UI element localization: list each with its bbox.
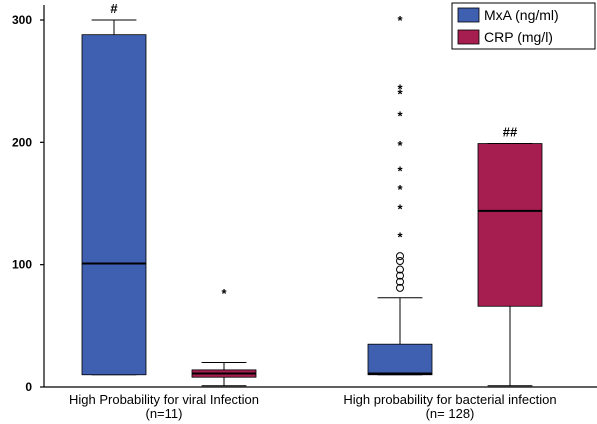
series-0-group-1-outlier-circle-4 (396, 256, 404, 265)
x-category-sub-label-1: (n= 128) (426, 406, 475, 421)
series-0-group-1-outlier-circle-1 (396, 277, 404, 286)
series-0-group-1-outlier-circle-3 (396, 265, 404, 274)
series-0-group-1-outlier-circle-2 (396, 271, 404, 280)
series-0-group-1-outlier-star-7: * (397, 82, 403, 97)
series-1-group-1-box (477, 143, 543, 307)
y-axis-ticks: 0 100 200 300 (12, 13, 44, 394)
series-0-group-0-box (81, 34, 147, 376)
y-tick-label-2: 200 (12, 135, 32, 149)
series-0-group-1-outlier-star-4: * (397, 138, 403, 153)
series-0-group-1-outlier-star-3: * (397, 163, 403, 178)
series-0-group-1-outlier-circle-5 (396, 252, 404, 261)
x-category-label-1: High probability for bacterial infection (343, 392, 556, 407)
series-1-group-0-outlier-star-0: * (221, 286, 227, 301)
x-category-sub-label-0: (n=11) (146, 406, 183, 421)
legend-label-1: CRP (mg/l) (484, 29, 553, 45)
series-0-group-1-box (367, 343, 433, 376)
legend-swatch-0 (457, 7, 480, 23)
series-0-group-1-outlier-star-2: * (397, 182, 403, 197)
x-category-label-0: High Probability for viral Infection (69, 392, 259, 407)
series-0-group-1-outlier-star-1: * (397, 201, 403, 216)
series-0-group-1-outlier-star-6: * (397, 86, 403, 101)
series-0-group-1-outlier-star-8: * (397, 13, 403, 28)
series-1-group-1-significance-annotation: ## (503, 125, 518, 140)
box-series: #**********## (81, 1, 543, 387)
legend: MxA (ng/ml) CRP (mg/l) (451, 2, 596, 50)
y-tick-label-0: 0 (25, 380, 32, 394)
series-0-group-1-outlier-star-5: * (397, 108, 403, 123)
legend-swatch-1 (457, 29, 480, 45)
x-axis-labels: High Probability for viral Infection(n=1… (69, 392, 557, 421)
series-0-group-0-significance-annotation: # (110, 1, 118, 16)
legend-label-0: MxA (ng/ml) (484, 7, 559, 23)
series-0-group-1-outlier-star-0: * (397, 230, 403, 245)
series-0-group-1-outlier-circle-0 (396, 283, 404, 292)
y-tick-label-3: 300 (12, 13, 32, 27)
y-tick-label-1: 100 (12, 258, 32, 272)
